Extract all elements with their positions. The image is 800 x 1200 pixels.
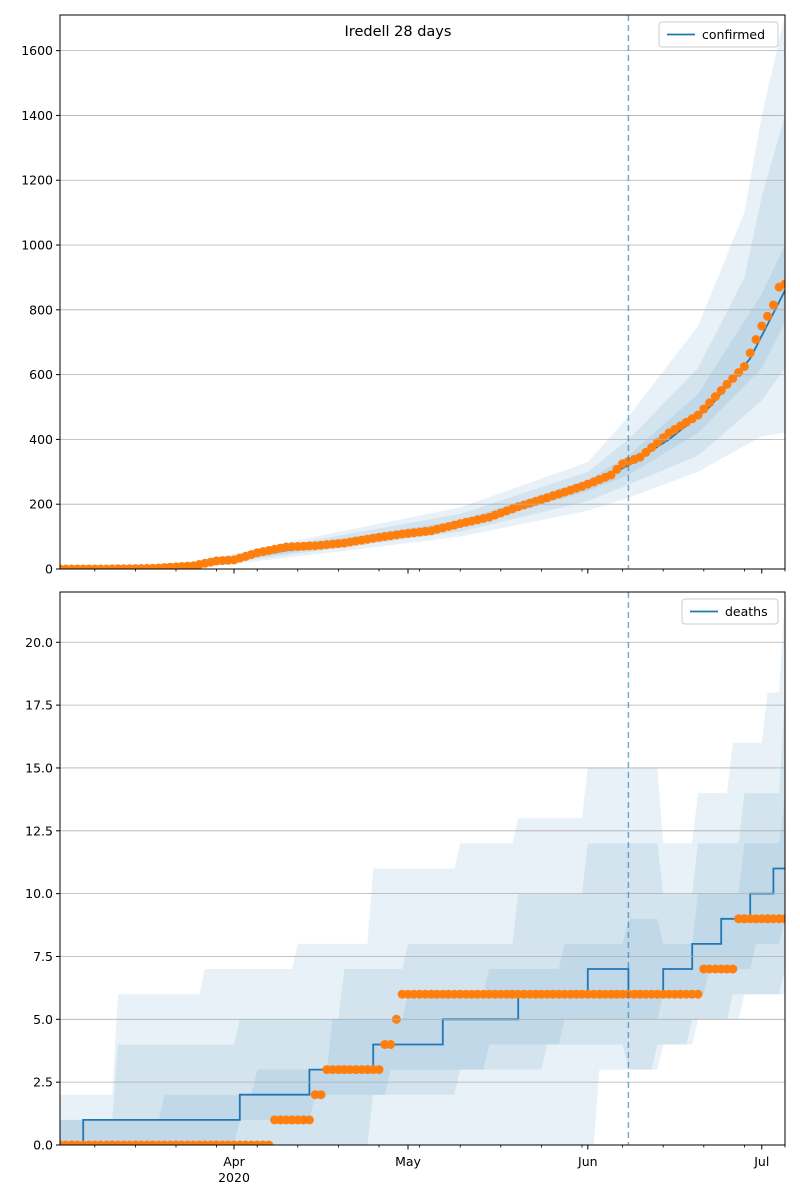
y-tick-label: 5.0 <box>33 1012 53 1027</box>
y-tick-label: 400 <box>29 432 53 447</box>
y-tick-label: 0 <box>45 562 53 577</box>
observed-point <box>316 1090 326 1100</box>
y-tick-label: 20.0 <box>25 635 53 650</box>
observed-point <box>739 362 749 371</box>
observed-point <box>728 373 738 383</box>
legend: confirmed <box>658 21 779 48</box>
legend-label: confirmed <box>702 27 765 42</box>
observed-points <box>60 279 785 569</box>
observed-point <box>693 989 703 999</box>
plot-area <box>60 592 785 1145</box>
observed-point <box>699 404 709 414</box>
observed-point <box>728 964 738 974</box>
y-tick-label: 1400 <box>21 108 53 123</box>
y-tick-label: 0.0 <box>33 1138 53 1153</box>
y-tick-label: 1200 <box>21 173 53 188</box>
deaths-model-line <box>60 867 785 1145</box>
uncertainty-band-inner <box>60 793 785 1145</box>
y-tick-label: 200 <box>29 497 53 512</box>
y-tick-label: 1000 <box>21 238 53 253</box>
plot-area <box>60 15 785 569</box>
uncertainty-band-middle <box>60 692 785 1145</box>
confirmed-panel: 0 200 400 600 800 1000 1200 1400 1600 confirmed <box>21 14 786 577</box>
observed-point <box>386 1040 396 1049</box>
y-tick-label: 10.0 <box>25 886 53 901</box>
uncertainty-band-outer <box>60 592 785 1145</box>
observed-point <box>763 311 773 321</box>
observed-point <box>710 392 720 402</box>
x-tick-label: Jul <box>753 1154 769 1169</box>
observed-points <box>60 914 785 1145</box>
y-tick-label: 12.5 <box>25 823 53 838</box>
y-tick-label: 1600 <box>21 43 53 58</box>
observed-point <box>606 470 616 480</box>
observed-point <box>768 300 778 310</box>
figure-title: Iredell 28 days <box>345 24 452 40</box>
observed-point <box>745 348 755 358</box>
x-tick-label: May <box>395 1154 421 1169</box>
axes-frame <box>59 14 786 570</box>
legend-box <box>658 21 779 48</box>
legend: deaths <box>681 598 779 625</box>
y-tick-label: 7.5 <box>33 949 53 964</box>
observed-point <box>780 279 785 289</box>
y-tick-label: 600 <box>29 367 53 382</box>
legend-box <box>681 598 779 625</box>
observed-point <box>751 335 761 344</box>
legend-label: deaths <box>725 604 768 619</box>
deaths-panel: 0.0 2.5 5.0 7.5 10.0 12.5 15.0 17.5 20.0 Apr May Ju… <box>25 591 786 1185</box>
observed-point <box>757 321 767 331</box>
x-tick-label: Jun <box>577 1154 598 1169</box>
y-tick-label: 800 <box>29 302 53 317</box>
observed-point <box>612 464 622 474</box>
observed-point <box>693 410 703 420</box>
x-tick-label: Apr <box>223 1154 245 1169</box>
observed-point <box>374 1065 384 1075</box>
y-tick-label: 2.5 <box>33 1075 53 1090</box>
axes-frame <box>59 591 786 1146</box>
observed-point <box>722 379 732 389</box>
x-tick-year-label: 2020 <box>218 1170 250 1185</box>
observed-point <box>264 1140 274 1145</box>
y-tick-label: 17.5 <box>25 698 53 713</box>
observed-point <box>304 1115 314 1125</box>
y-tick-label: 15.0 <box>25 760 53 775</box>
observed-point <box>705 398 715 408</box>
observed-point <box>716 386 726 395</box>
observed-point <box>780 914 785 924</box>
